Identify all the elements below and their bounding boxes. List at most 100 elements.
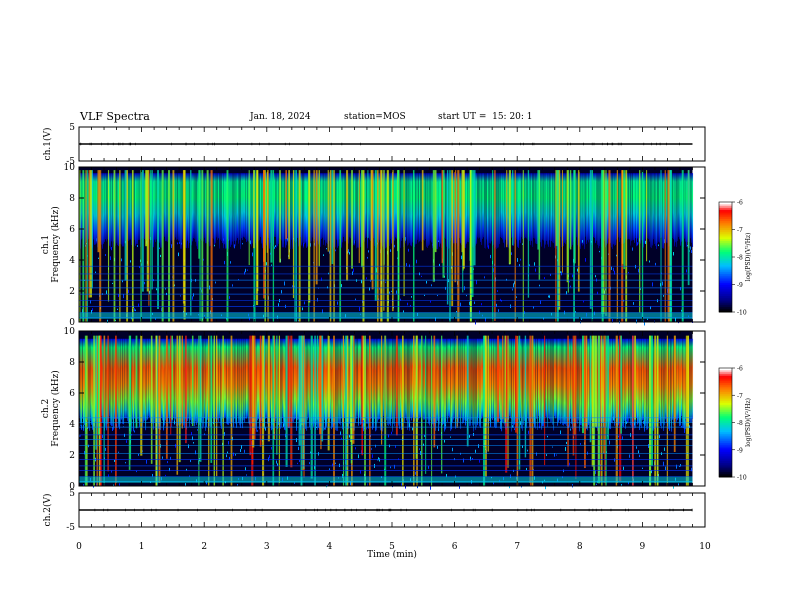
spectrogram-speckle bbox=[136, 470, 137, 473]
spectrogram-speckle bbox=[566, 291, 567, 295]
spectrogram-speckle bbox=[349, 434, 350, 438]
sferic-burst bbox=[362, 170, 365, 322]
spectrogram-column bbox=[657, 173, 659, 244]
colorbar-swatch bbox=[719, 293, 732, 296]
spectrogram-speckle bbox=[496, 303, 497, 308]
spectrogram-column bbox=[233, 173, 235, 248]
colorbar-swatch bbox=[719, 451, 732, 454]
sferic-burst bbox=[473, 170, 476, 266]
sferic-burst bbox=[572, 335, 575, 456]
spectrogram-column bbox=[395, 173, 397, 238]
sferic-burst bbox=[364, 335, 366, 486]
spectrogram-column bbox=[122, 338, 124, 424]
spectrogram-speckle bbox=[210, 310, 211, 314]
spectrogram-column bbox=[252, 173, 254, 244]
spectrogram-column bbox=[656, 173, 658, 250]
spectrogram-speckle bbox=[203, 258, 204, 261]
spectrogram-column bbox=[562, 338, 564, 425]
spectrogram-column bbox=[524, 173, 526, 239]
x-tick-label: 8 bbox=[577, 542, 583, 552]
spectrogram-column bbox=[460, 173, 462, 244]
spectrogram-column bbox=[553, 173, 555, 244]
spectrogram-column bbox=[665, 338, 667, 420]
spectrogram-speckle bbox=[638, 450, 639, 454]
spectrogram-column bbox=[569, 173, 571, 248]
y-tick-label: 5 bbox=[69, 123, 75, 133]
spectrogram-column bbox=[80, 338, 82, 426]
spectrogram-column bbox=[595, 173, 597, 244]
spectrogram-column bbox=[537, 338, 539, 430]
spectrogram-speckle bbox=[321, 277, 322, 281]
spectrogram-speckle bbox=[539, 284, 540, 287]
spectrogram-column bbox=[327, 173, 329, 245]
spectrogram-speckle bbox=[171, 244, 172, 248]
spectrogram-speckle bbox=[415, 471, 416, 475]
sferic-burst bbox=[350, 335, 352, 443]
sferic-burst bbox=[97, 335, 100, 435]
sferic-burst bbox=[333, 335, 335, 486]
spectrogram-column bbox=[538, 338, 540, 417]
spectrogram-column bbox=[154, 338, 156, 423]
spectrogram-column bbox=[660, 338, 662, 426]
spectrogram-column bbox=[247, 338, 249, 417]
spectrogram-column bbox=[501, 173, 503, 239]
spectrogram-column bbox=[645, 173, 647, 240]
colorbar-tick-label: -10 bbox=[737, 310, 747, 317]
spectrogram-column bbox=[337, 173, 339, 248]
sferic-burst bbox=[575, 335, 577, 480]
spectrogram-column bbox=[187, 338, 189, 421]
colorbar-swatch bbox=[719, 280, 732, 284]
spectrogram-column bbox=[564, 338, 566, 424]
colorbar-swatch bbox=[719, 240, 732, 243]
spectrogram-speckle bbox=[658, 474, 659, 477]
spectrogram-speckle bbox=[550, 273, 551, 276]
colorbar-swatch bbox=[719, 264, 732, 267]
spectrogram-speckle bbox=[659, 434, 660, 439]
spectrogram-speckle bbox=[360, 470, 361, 474]
spectrogram-column bbox=[447, 338, 449, 422]
spectrogram-speckle bbox=[250, 240, 251, 245]
spectrogram-speckle bbox=[529, 264, 530, 267]
colorbar-swatch bbox=[719, 384, 732, 387]
spectrogram-column bbox=[526, 338, 528, 429]
spectrogram-column bbox=[679, 173, 681, 240]
sferic-burst bbox=[502, 335, 504, 419]
spectrogram-column bbox=[251, 173, 253, 247]
spectrogram-column bbox=[641, 173, 643, 241]
spectrogram-speckle bbox=[435, 317, 436, 322]
spectrogram-column bbox=[90, 338, 92, 421]
spectrogram-column bbox=[422, 338, 424, 417]
colorbar-swatch bbox=[719, 202, 732, 205]
spectrogram-column bbox=[554, 338, 556, 417]
spectrogram-column bbox=[128, 338, 130, 424]
spectrogram-column bbox=[315, 173, 317, 247]
sferic-burst bbox=[287, 335, 290, 428]
spectrogram-column bbox=[164, 338, 166, 426]
spectrogram-column bbox=[420, 173, 422, 241]
sferic-burst bbox=[386, 170, 389, 322]
spectrogram-column bbox=[520, 173, 522, 244]
spectrogram-column bbox=[196, 338, 198, 426]
spectrogram-speckle bbox=[663, 295, 664, 297]
sferic-burst bbox=[623, 170, 625, 270]
spectrogram-speckle bbox=[432, 244, 433, 246]
spectrogram-column bbox=[652, 173, 654, 246]
spectrogram-column bbox=[375, 338, 377, 432]
sferic-burst bbox=[602, 170, 605, 314]
sferic-burst bbox=[103, 335, 106, 418]
spectrogram-speckle bbox=[342, 473, 343, 478]
spectrogram-speckle bbox=[355, 298, 356, 301]
sferic-burst bbox=[361, 170, 363, 268]
spectrogram-column bbox=[672, 173, 674, 238]
spectrogram-column bbox=[395, 338, 397, 417]
spectrogram-column bbox=[417, 173, 419, 240]
spectrogram-speckle bbox=[230, 261, 231, 264]
sferic-burst bbox=[589, 335, 592, 443]
spectrogram-speckle bbox=[395, 445, 396, 448]
spectrogram-column bbox=[597, 173, 599, 245]
sferic-burst bbox=[131, 170, 134, 322]
colorbar-swatch bbox=[719, 235, 732, 238]
spectrogram-column bbox=[666, 338, 668, 424]
spectrogram-column bbox=[119, 338, 121, 430]
spectrogram-speckle bbox=[469, 301, 470, 305]
